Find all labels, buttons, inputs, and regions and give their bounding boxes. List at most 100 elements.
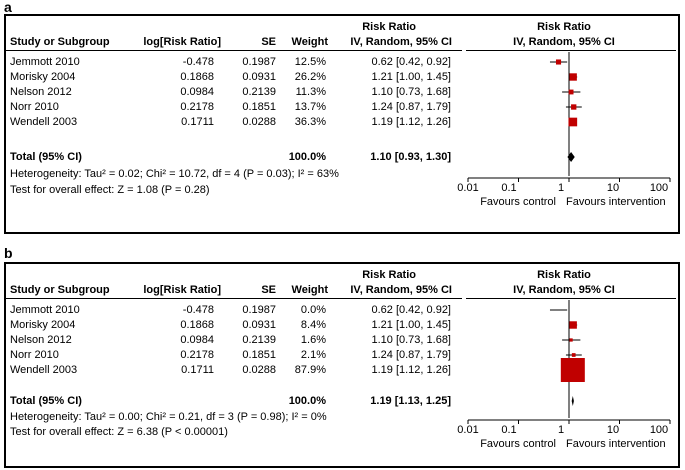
weight-column-header: Weight: [291, 284, 328, 296]
panel-label: b: [4, 245, 13, 261]
study-column-header: Study or Subgroup: [10, 284, 110, 296]
risk-ratio-column-subtitle: IV, Random, 95% CI: [350, 36, 452, 48]
risk-ratio-column-title: Risk Ratio: [362, 21, 416, 33]
total-ci: 1.10 [0.93, 1.30]: [370, 151, 451, 163]
study-marker: [560, 357, 585, 383]
axis-tick-label: 10: [606, 424, 620, 436]
pooled-diamond: [571, 396, 574, 406]
axis-tick-label: 1: [557, 182, 565, 194]
logrr-column-header: log[Risk Ratio]: [143, 284, 221, 296]
axis-tick-label: 0.1: [501, 182, 517, 194]
se-value: 0.2139: [242, 334, 276, 346]
ci-value: 0.62 [0.42, 0.92]: [371, 304, 451, 316]
weight-column-header: Weight: [291, 36, 328, 48]
overall-effect-text: Test for overall effect: Z = 1.08 (P = 0…: [10, 184, 210, 196]
ci-value: 0.62 [0.42, 0.92]: [371, 56, 451, 68]
total-weight: 100.0%: [288, 151, 326, 163]
weight-value: 26.2%: [294, 71, 326, 83]
study-column-header: Study or Subgroup: [10, 36, 110, 48]
heterogeneity-text: Heterogeneity: Tau² = 0.02; Chi² = 10.72…: [10, 168, 339, 180]
weight-value: 11.3%: [295, 86, 326, 98]
logrr-value: 0.1868: [180, 319, 214, 331]
study-marker: [555, 59, 562, 65]
study-marker: [568, 89, 574, 95]
pooled-diamond: [567, 152, 575, 162]
favours-left-label: Favours control: [480, 438, 556, 450]
favours-left-label: Favours control: [480, 196, 556, 208]
forest-plot-panel: Risk Ratio IV, Random, 95% CI Risk Ratio…: [4, 262, 680, 468]
study-name: Nelson 2012: [10, 334, 72, 346]
logrr-column-header: log[Risk Ratio]: [143, 36, 221, 48]
ci-value: 1.10 [0.73, 1.68]: [371, 86, 451, 98]
logrr-value: -0.478: [182, 56, 214, 68]
plot-title: Risk Ratio: [537, 269, 591, 281]
axis-tick-label: 10: [606, 182, 620, 194]
se-value: 0.2139: [242, 86, 276, 98]
study-marker: [571, 353, 576, 357]
study-name: Norr 2010: [10, 349, 59, 361]
study-marker: [569, 338, 573, 342]
se-value: 0.1987: [242, 304, 276, 316]
se-value: 0.1987: [242, 56, 276, 68]
axis-tick-label: 100: [649, 424, 669, 436]
risk-ratio-column-title: Risk Ratio: [362, 269, 416, 281]
ci-value: 1.10 [0.73, 1.68]: [371, 334, 451, 346]
se-value: 0.0288: [242, 364, 276, 376]
study-marker: [568, 117, 578, 127]
total-label: Total (95% CI): [10, 395, 82, 407]
ci-value: 1.24 [0.87, 1.79]: [371, 349, 451, 361]
axis-tick-label: 1: [557, 424, 565, 436]
risk-ratio-column-subtitle: IV, Random, 95% CI: [350, 284, 452, 296]
se-value: 0.1851: [242, 101, 276, 113]
forest-plot-b: [467, 300, 671, 424]
plot-subtitle: IV, Random, 95% CI: [513, 284, 615, 296]
total-weight: 100.0%: [288, 395, 326, 407]
favours-right-label: Favours intervention: [566, 438, 666, 450]
plot-subtitle: IV, Random, 95% CI: [513, 36, 615, 48]
logrr-value: 0.0984: [180, 334, 214, 346]
ci-value: 1.21 [1.00, 1.45]: [371, 319, 451, 331]
weight-value: 12.5%: [294, 56, 326, 68]
axis-tick-label: 0.01: [457, 424, 479, 436]
header-rule: [6, 50, 462, 51]
plot-header-rule: [466, 50, 676, 51]
se-value: 0.1851: [242, 349, 276, 361]
logrr-value: 0.0984: [180, 86, 214, 98]
se-value: 0.0931: [242, 71, 276, 83]
plot-header-rule: [466, 298, 676, 299]
weight-value: 0.0%: [300, 304, 326, 316]
total-label: Total (95% CI): [10, 151, 82, 163]
panel-label: a: [4, 0, 12, 15]
overall-effect-text: Test for overall effect: Z = 6.38 (P < 0…: [10, 426, 228, 438]
study-name: Jemmott 2010: [10, 56, 80, 68]
study-name: Nelson 2012: [10, 86, 72, 98]
study-name: Jemmott 2010: [10, 304, 80, 316]
ci-value: 1.19 [1.12, 1.26]: [371, 116, 451, 128]
axis-tick-label: 0.01: [457, 182, 479, 194]
se-value: 0.0931: [242, 319, 276, 331]
logrr-value: 0.1711: [181, 364, 214, 376]
logrr-value: 0.2178: [180, 349, 214, 361]
weight-value: 87.9%: [294, 364, 326, 376]
se-column-header: SE: [261, 36, 276, 48]
study-name: Norr 2010: [10, 101, 59, 113]
plot-title: Risk Ratio: [537, 21, 591, 33]
se-column-header: SE: [261, 284, 276, 296]
study-name: Morisky 2004: [10, 319, 76, 331]
logrr-value: 0.1868: [180, 71, 214, 83]
logrr-value: 0.2178: [180, 101, 214, 113]
total-ci: 1.19 [1.13, 1.25]: [370, 395, 451, 407]
study-marker: [569, 321, 577, 329]
ci-value: 1.24 [0.87, 1.79]: [371, 101, 451, 113]
weight-value: 13.7%: [294, 101, 326, 113]
axis-tick-label: 100: [649, 182, 669, 194]
heterogeneity-text: Heterogeneity: Tau² = 0.00; Chi² = 0.21,…: [10, 411, 327, 423]
weight-value: 2.1%: [300, 349, 326, 361]
study-marker: [569, 73, 577, 81]
study-name: Wendell 2003: [10, 116, 78, 128]
weight-value: 1.6%: [300, 334, 326, 346]
study-marker: [571, 104, 577, 110]
study-name: Morisky 2004: [10, 71, 76, 83]
forest-plot-panel: Risk Ratio IV, Random, 95% CI Risk Ratio…: [4, 14, 680, 234]
ci-value: 1.21 [1.00, 1.45]: [371, 71, 451, 83]
